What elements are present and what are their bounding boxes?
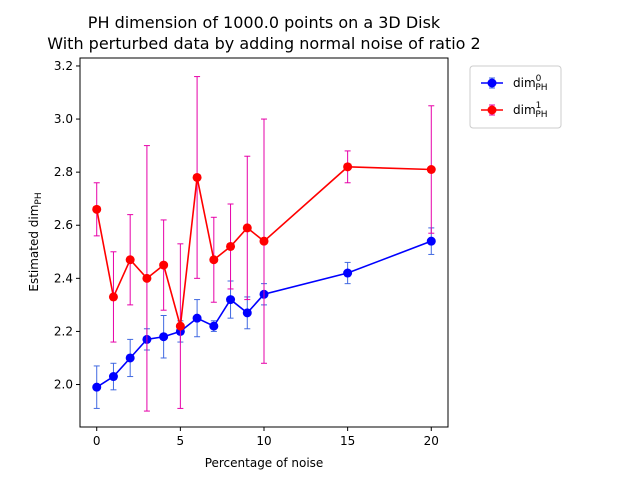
x-tick-label: 15 [340, 434, 355, 448]
legend-label-main: dim [513, 76, 536, 90]
data-point [259, 236, 269, 246]
data-point [426, 236, 436, 246]
y-axis-label-main: Estimated dim [27, 205, 41, 292]
legend-label: dim0 PH [513, 74, 548, 93]
data-point [125, 255, 135, 265]
y-tick-label: 2.8 [54, 165, 73, 179]
data-point [242, 308, 252, 318]
data-point [175, 321, 185, 331]
data-point [92, 204, 102, 214]
data-point [192, 172, 202, 182]
data-point [159, 332, 169, 342]
x-tick-label: 10 [256, 434, 271, 448]
chart-title: PH dimension of 1000.0 points on a 3D Di… [88, 13, 441, 32]
x-tick-label: 20 [424, 434, 439, 448]
legend-marker [487, 105, 497, 115]
data-point [226, 295, 236, 305]
data-point [426, 164, 436, 174]
data-point [209, 321, 219, 331]
data-point [343, 268, 353, 278]
y-tick-label: 3.2 [54, 59, 73, 73]
data-point [192, 313, 202, 323]
data-point [142, 273, 152, 283]
data-point [108, 292, 118, 302]
series-0 [92, 227, 436, 409]
data-point [108, 372, 118, 382]
y-tick-label: 2.6 [54, 218, 73, 232]
y-axis-label: Estimated dimPH [27, 192, 44, 291]
y-axis-label-sub: PH [34, 192, 44, 204]
chart-subtitle: With perturbed data by adding normal noi… [47, 34, 480, 53]
legend-label: dim1 PH [513, 101, 548, 120]
data-point [159, 260, 169, 270]
legend-label-sub: PH [535, 110, 547, 120]
y-tick-label: 2.0 [54, 378, 73, 392]
data-point [226, 241, 236, 251]
data-point [343, 162, 353, 172]
y-tick-label: 2.2 [54, 324, 73, 338]
legend-label-sub: PH [535, 83, 547, 93]
legend-label-sup: 0 [536, 74, 542, 84]
data-point [92, 382, 102, 392]
legend-label-main: dim [513, 103, 536, 117]
x-tick-label: 0 [93, 434, 101, 448]
y-tick-label: 2.4 [54, 271, 73, 285]
series-1 [92, 76, 436, 412]
data-point [209, 255, 219, 265]
y-tick-label: 3.0 [54, 112, 73, 126]
legend-label-sup: 1 [536, 101, 542, 111]
data-point [242, 223, 252, 233]
legend-marker [487, 78, 497, 88]
x-tick-label: 5 [177, 434, 185, 448]
x-axis-label: Percentage of noise [205, 456, 324, 470]
data-point [125, 353, 135, 363]
